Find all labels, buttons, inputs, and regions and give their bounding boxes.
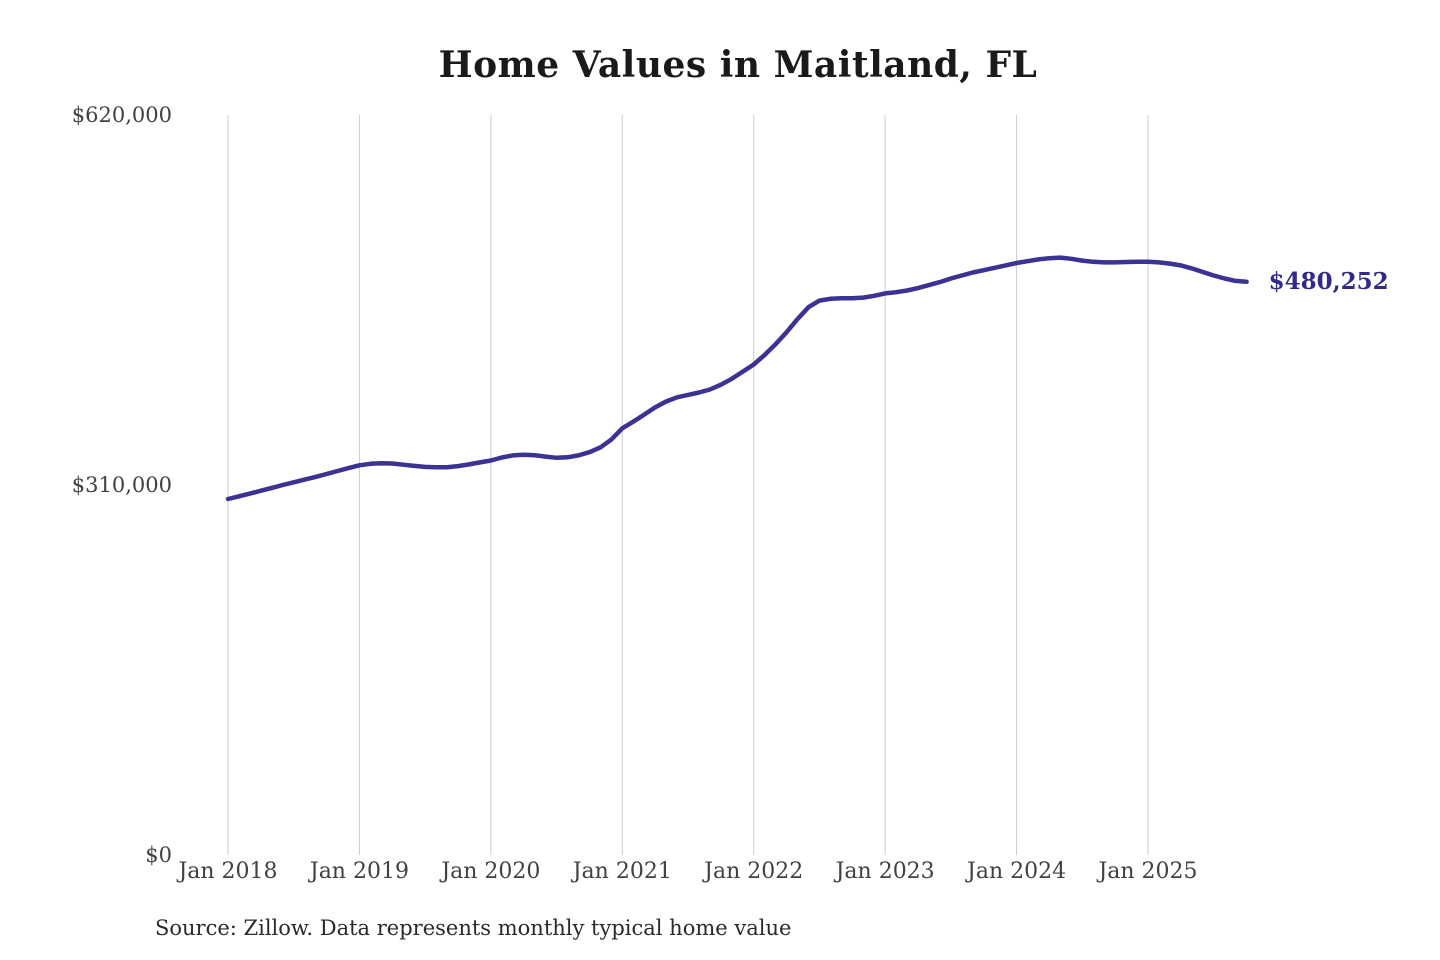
x-tick-label: Jan 2022 [704, 859, 804, 884]
last-value-label: $480,252 [1268, 267, 1389, 295]
x-tick-label: Jan 2020 [441, 859, 541, 884]
y-tick-label: $0 [145, 843, 172, 867]
chart-title: Home Values in Maitland, FL [438, 44, 1038, 86]
source-note: Source: Zillow. Data represents monthly … [155, 916, 792, 940]
vertical-gridlines [227, 115, 1149, 855]
x-tick-label: Jan 2021 [572, 859, 672, 884]
x-tick-label: Jan 2018 [178, 859, 278, 884]
home-value-line [225, 255, 1249, 502]
x-tick-label: Jan 2023 [835, 859, 935, 884]
x-tick-label: Jan 2024 [967, 859, 1067, 884]
y-tick-label: $310,000 [71, 473, 172, 497]
y-tick-label: $620,000 [71, 103, 172, 127]
x-tick-label: Jan 2025 [1098, 859, 1198, 884]
x-tick-label: Jan 2019 [309, 859, 409, 884]
